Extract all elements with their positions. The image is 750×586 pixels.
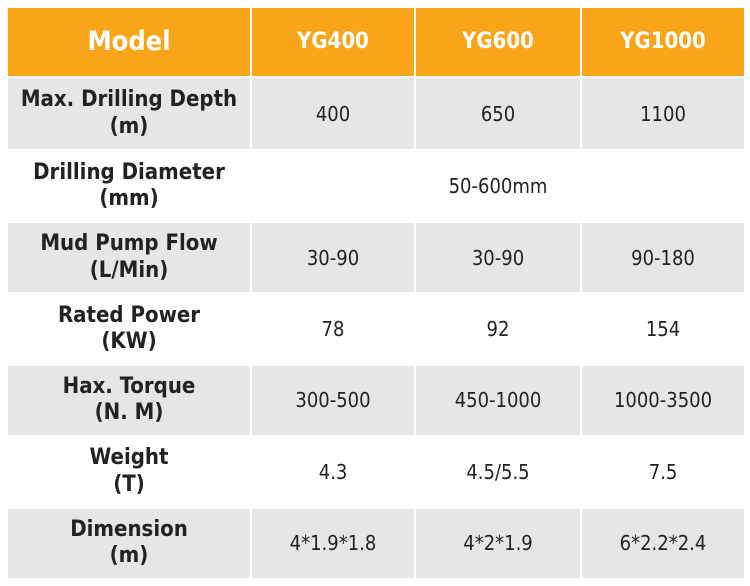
column-header-yg1000: YG1000 [580,6,746,78]
row-label-line1: Rated Power [57,302,201,328]
row-label-line2: (m) [109,113,149,139]
model-header: Model [6,6,252,78]
cell-value: 4.3 [250,435,416,509]
header-row: Model YG400 YG600 YG1000 [6,6,746,78]
row-label-line1: Mud Pump Flow [40,231,218,257]
row-label-line1: Weight [89,445,169,471]
row-label: Drilling Diameter (mm) [6,149,252,223]
table-row-rated-power: Rated Power (KW) 78 92 154 [6,292,746,366]
row-label: Rated Power (KW) [6,292,252,366]
column-header-yg600: YG600 [414,6,582,78]
cell-value: 78 [250,292,416,366]
row-label-line1: Drilling Diameter [33,159,225,185]
cell-value: 4*2*1.9 [414,506,582,581]
column-header-yg400: YG400 [250,6,416,78]
row-label: Max. Drilling Depth (m) [6,75,252,152]
row-label: Dimension (m) [6,506,252,581]
table-row-dimension: Dimension (m) 4*1.9*1.8 4*2*1.9 6*2.2*2.… [6,506,746,581]
cell-value: 90-180 [580,220,746,295]
row-label-line2: (m) [109,543,149,569]
cell-value: 4*1.9*1.8 [250,506,416,581]
cell-value: 154 [580,292,746,366]
spec-table: Model YG400 YG600 YG1000 Max. Drilling D… [6,6,746,581]
row-label: Weight (T) [6,435,252,509]
row-label-line2: (mm) [99,186,159,212]
row-label-line2: (KW) [101,329,157,354]
cell-value: 450-1000 [414,363,582,438]
cell-value: 400 [250,75,416,152]
row-label: Mud Pump Flow (L/Min) [6,220,252,295]
cell-value: 7.5 [580,435,746,509]
row-label-line2: (T) [113,471,145,497]
table-row-drilling-diameter: Drilling Diameter (mm) 50-600mm [6,149,746,223]
table-row-hax-torque: Hax. Torque (N. M) 300-500 450-1000 1000… [6,363,746,438]
row-label-line1: Dimension [70,516,188,542]
row-label-line2: (N. M) [94,400,164,426]
row-label-line1: Max. Drilling Depth [20,87,238,113]
row-label-line1: Hax. Torque [62,374,196,400]
row-label: Hax. Torque (N. M) [6,363,252,438]
cell-value: 1100 [580,75,746,152]
cell-value: 650 [414,75,582,152]
cell-value: 1000-3500 [580,363,746,438]
cell-value: 6*2.2*2.4 [580,506,746,581]
table-row-max-drilling-depth: Max. Drilling Depth (m) 400 650 1100 [6,75,746,152]
cell-value-merged: 50-600mm [250,149,746,223]
row-label-line2: (L/Min) [89,257,169,283]
cell-value: 92 [414,292,582,366]
table-row-mud-pump-flow: Mud Pump Flow (L/Min) 30-90 30-90 90-180 [6,220,746,295]
cell-value: 30-90 [250,220,416,295]
cell-value: 30-90 [414,220,582,295]
table-row-weight: Weight (T) 4.3 4.5/5.5 7.5 [6,435,746,509]
cell-value: 300-500 [250,363,416,438]
cell-value: 4.5/5.5 [414,435,582,509]
